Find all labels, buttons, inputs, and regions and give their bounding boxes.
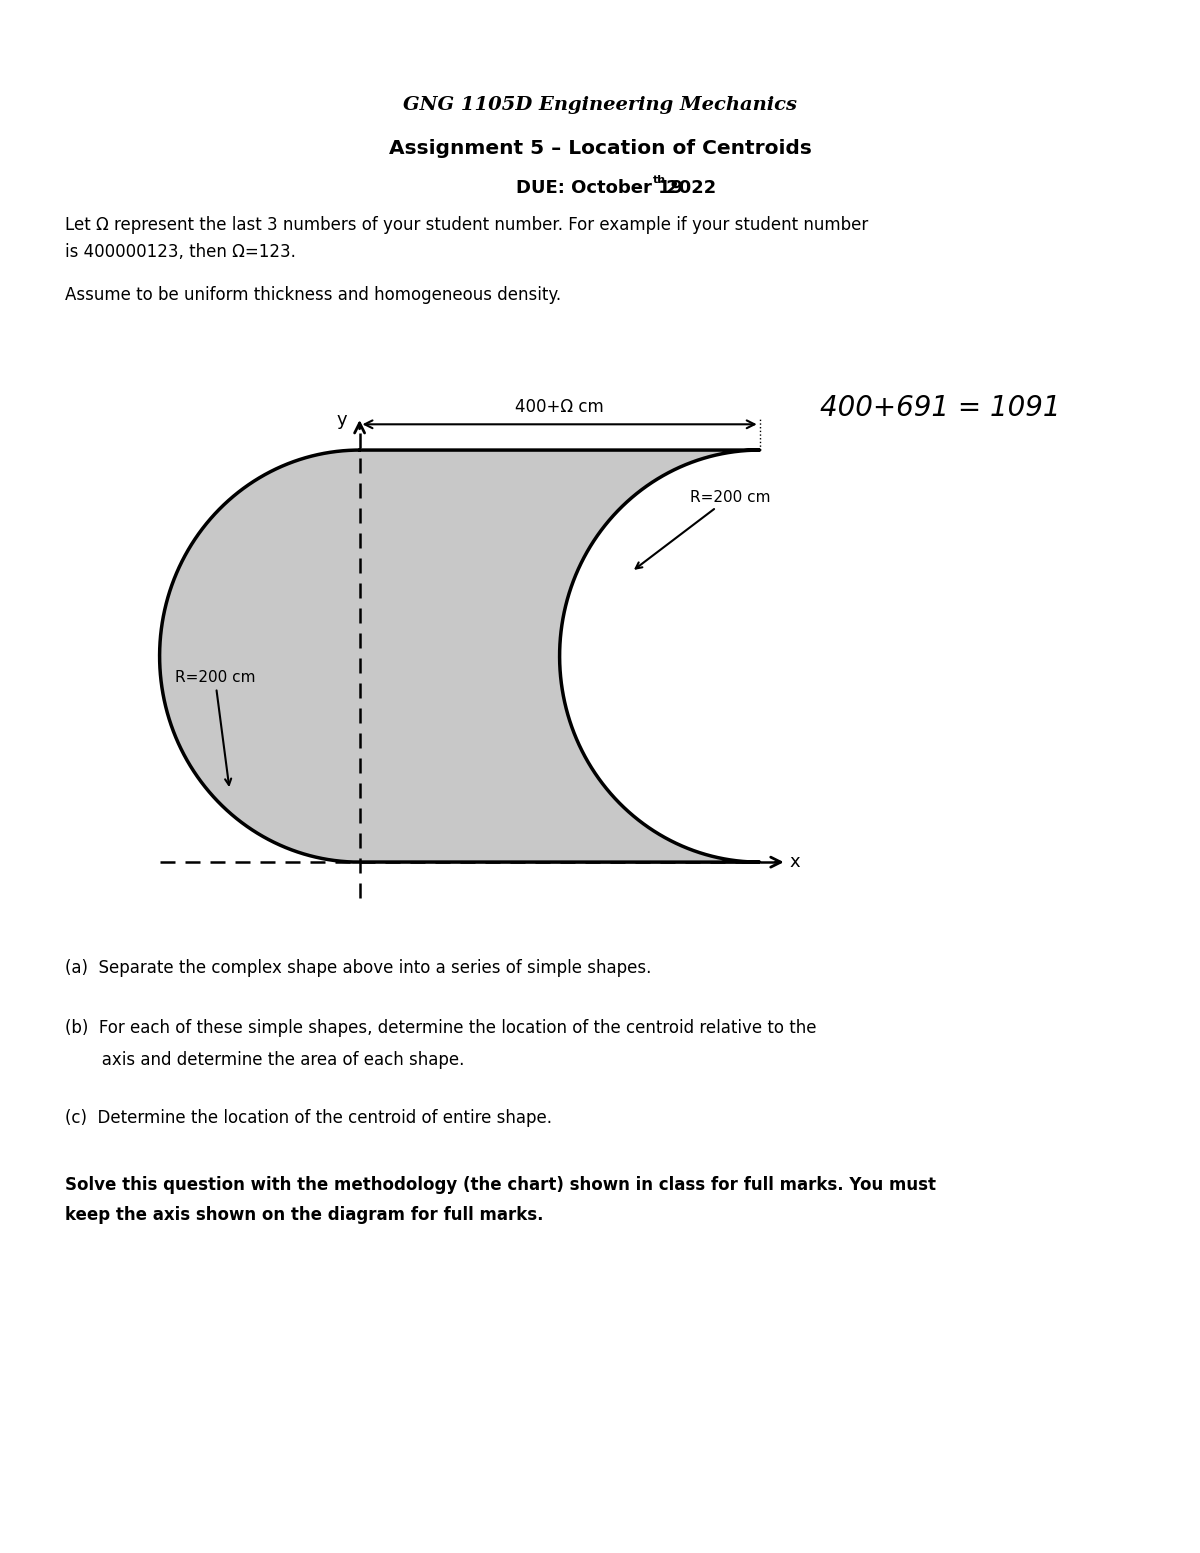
Text: R=200 cm: R=200 cm [636,489,770,568]
Text: 400+691 = 1091: 400+691 = 1091 [820,394,1061,422]
Text: x: x [790,853,800,871]
Text: Assignment 5 – Location of Centroids: Assignment 5 – Location of Centroids [389,138,811,157]
Text: is 400000123, then Ω=123.: is 400000123, then Ω=123. [65,242,296,261]
Text: 2022: 2022 [660,179,716,197]
Text: Let Ω represent the last 3 numbers of your student number. For example if your s: Let Ω represent the last 3 numbers of yo… [65,216,869,235]
Text: GNG 1105D Engineering Mechanics: GNG 1105D Engineering Mechanics [403,96,797,113]
Text: R=200 cm: R=200 cm [175,669,256,784]
Text: 400+Ω cm: 400+Ω cm [515,398,604,416]
Text: (b)  For each of these simple shapes, determine the location of the centroid rel: (b) For each of these simple shapes, det… [65,1019,816,1037]
Text: Solve this question with the methodology (the chart) shown in class for full mar: Solve this question with the methodology… [65,1176,936,1194]
Text: DUE: October 19: DUE: October 19 [516,179,684,197]
Text: y: y [337,412,348,430]
Text: Assume to be uniform thickness and homogeneous density.: Assume to be uniform thickness and homog… [65,286,562,304]
Text: axis and determine the area of each shape.: axis and determine the area of each shap… [65,1051,464,1068]
Text: keep the axis shown on the diagram for full marks.: keep the axis shown on the diagram for f… [65,1207,544,1224]
Text: (c)  Determine the location of the centroid of entire shape.: (c) Determine the location of the centro… [65,1109,552,1127]
Text: th: th [653,175,666,185]
Polygon shape [160,450,760,862]
Text: (a)  Separate the complex shape above into a series of simple shapes.: (a) Separate the complex shape above int… [65,960,652,977]
